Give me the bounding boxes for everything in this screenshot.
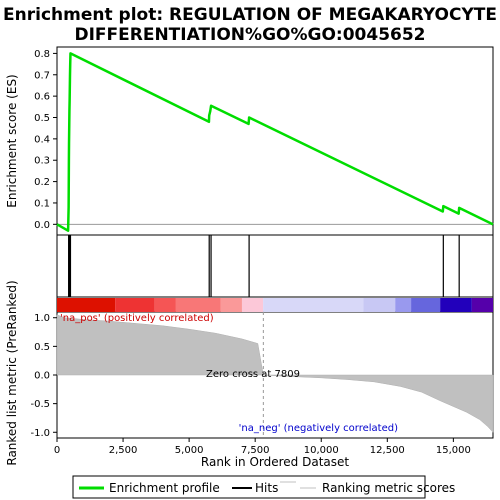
heatmap-segment	[411, 298, 441, 312]
heatmap-segment	[471, 298, 493, 312]
heatmap-segment	[57, 298, 116, 312]
heatmap-segment	[263, 298, 364, 312]
heatmap-segment	[363, 298, 396, 312]
heatmap-segment	[115, 298, 155, 312]
metric-y-axis: 1.0 0.5 0.0 -0.5 -1.0	[30, 313, 57, 439]
es-tick-label: 0.7	[34, 70, 50, 81]
legend: Enrichment profile Hits Ranking metric s…	[72, 475, 455, 499]
gene-hit-lines	[68, 235, 460, 297]
metric-tick-label: 0.0	[34, 371, 50, 382]
es-tick-label: 0.2	[34, 177, 50, 188]
x-axis: 0 2,500 5,000 7,500 10,000 12,500 15,000	[54, 438, 471, 456]
heatmap-segment	[241, 298, 264, 312]
metric-tick-label: 0.5	[34, 342, 50, 353]
es-y-axis: 0.0 0.1 0.2 0.3 0.4 0.5 0.6 0.7 0.8	[34, 49, 493, 231]
es-panel-frame	[56, 46, 494, 236]
legend-hits-label: Hits	[255, 481, 278, 495]
legend-enrichment-label: Enrichment profile	[109, 481, 220, 495]
pos-correlated-label: 'na_pos' (positively correlated)	[60, 313, 214, 324]
neg-correlated-label: 'na_neg' (negatively correlated)	[239, 423, 398, 434]
enrichment-profile-line	[56, 52, 494, 232]
x-tick-label: 10,000	[304, 445, 339, 456]
es-tick-label: 0.1	[34, 198, 50, 209]
es-tick-label: 0.4	[34, 134, 50, 145]
es-tick-label: 0.0	[34, 220, 50, 231]
rank-heatmap-bar	[57, 298, 493, 312]
es-tick-label: 0.8	[34, 49, 50, 60]
chart-title-line2: DIFFERENTIATION%GO%GO:0045652	[74, 25, 425, 45]
metric-tick-label: -0.5	[30, 399, 50, 410]
ranking-metric-fill	[56, 314, 494, 433]
x-tick-label: 2,500	[109, 445, 138, 456]
x-axis-label: Rank in Ordered Dataset	[201, 455, 349, 469]
heatmap-segment	[220, 298, 242, 312]
heatmap-segment	[175, 298, 221, 312]
x-tick-label: 15,000	[436, 445, 471, 456]
heatmap-segment	[154, 298, 176, 312]
es-tick-label: 0.5	[34, 113, 50, 124]
metric-tick-label: -1.0	[30, 428, 50, 439]
x-tick-label: 0	[54, 445, 60, 456]
es-tick-label: 0.3	[34, 156, 50, 167]
metric-tick-label: 1.0	[34, 313, 50, 324]
enrichment-profile-polyline	[56, 52, 494, 232]
metric-y-axis-label: Ranked list metric (PreRanked)	[5, 280, 19, 465]
heatmap-segment	[440, 298, 472, 312]
es-tick-label: 0.6	[34, 92, 50, 103]
x-tick-label: 5,000	[175, 445, 204, 456]
legend-metric-label: Ranking metric scores	[322, 481, 455, 495]
ranking-metric-area	[56, 312, 494, 438]
chart-title-line1: Enrichment plot: REGULATION OF MEGAKARYO…	[3, 5, 497, 25]
zero-cross-label: Zero cross at 7809	[206, 369, 300, 380]
heatmap-segment	[395, 298, 412, 312]
es-y-axis-label: Enrichment score (ES)	[5, 74, 19, 207]
x-tick-label: 7,500	[241, 445, 270, 456]
hits-panel-frame	[56, 234, 494, 298]
x-tick-label: 12,500	[370, 445, 405, 456]
